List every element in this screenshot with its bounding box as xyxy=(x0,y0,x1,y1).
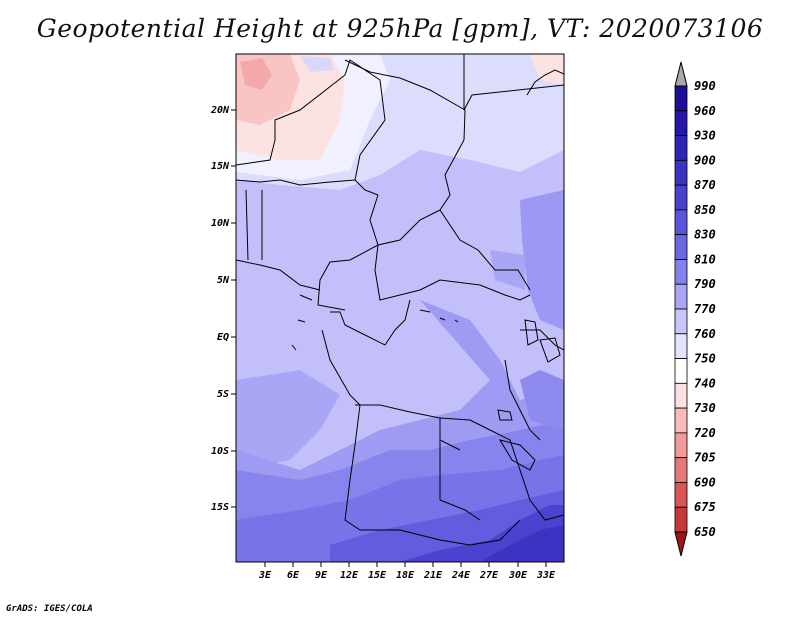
lat-label-5n: 5N xyxy=(217,275,230,286)
lat-label-20n: 20N xyxy=(210,105,230,116)
colorbar-segment xyxy=(674,283,688,310)
colorbar-label: 705 xyxy=(694,451,716,465)
colorbar-top-arrow xyxy=(674,61,688,87)
colorbar-label: 900 xyxy=(694,153,716,167)
colorbar-segment xyxy=(674,159,688,186)
colorbar-segment xyxy=(674,506,688,533)
lat-label-15n: 15N xyxy=(211,161,230,172)
colorbar-label: 810 xyxy=(694,252,716,266)
colorbar-label: 650 xyxy=(694,525,716,539)
lat-label-10s: 10S xyxy=(211,446,229,457)
lon-label-3e: 3E xyxy=(258,570,272,581)
lon-label-6e: 6E xyxy=(287,570,300,581)
lat-label-eq: EQ xyxy=(217,332,229,343)
lon-label-15e: 15E xyxy=(368,570,387,581)
lon-label-9e: 9E xyxy=(315,570,328,581)
latitude-axis xyxy=(231,109,236,508)
colorbar-segment xyxy=(674,308,688,335)
colorbar-segment xyxy=(674,482,688,508)
colorbar-label: 675 xyxy=(694,500,716,514)
map-frame xyxy=(235,53,565,563)
lon-label-30e: 30E xyxy=(508,570,528,581)
colorbar-label: 740 xyxy=(694,376,716,390)
colorbar-label: 760 xyxy=(694,327,716,341)
colorbar-label: 720 xyxy=(694,426,716,440)
lon-label-18e: 18E xyxy=(396,570,415,581)
colorbar-segment xyxy=(674,85,688,112)
colorbar-segment xyxy=(674,382,688,409)
chart-title: Geopotential Height at 925hPa [gpm], VT:… xyxy=(36,14,764,43)
grads-credit: GrADS: IGES/COLA xyxy=(6,604,93,614)
colorbar-segment xyxy=(674,333,688,359)
colorbar-bottom-arrow xyxy=(674,531,688,557)
lon-label-27e: 27E xyxy=(479,570,499,581)
map-field xyxy=(236,54,564,562)
colorbar-segment xyxy=(674,135,688,161)
lat-label-15s: 15S xyxy=(211,502,229,513)
lon-label-24e: 24E xyxy=(451,570,471,581)
colorbar-label: 990 xyxy=(694,79,716,93)
colorbar-segment xyxy=(674,259,688,285)
colorbar-segment xyxy=(674,209,688,236)
colorbar-label: 930 xyxy=(694,129,716,143)
colorbar-label: 690 xyxy=(694,475,716,489)
colorbar-segment xyxy=(674,407,688,434)
colorbar-label: 870 xyxy=(694,178,716,192)
colorbar-label: 730 xyxy=(694,401,716,415)
colorbar-label: 830 xyxy=(694,228,716,242)
colorbar-segment xyxy=(674,432,688,459)
lat-label-5s: 5S xyxy=(217,389,229,400)
lat-label-10n: 10N xyxy=(211,218,230,229)
colorbar-label: 770 xyxy=(694,302,716,316)
colorbar-label: 960 xyxy=(694,104,716,118)
colorbar-segment xyxy=(674,234,688,260)
colorbar-label: 790 xyxy=(694,277,716,291)
colorbar-segment xyxy=(674,184,688,211)
colorbar-segment xyxy=(674,457,688,483)
country-borders xyxy=(236,54,564,546)
colorbar-segment xyxy=(674,358,688,384)
colorbar-segment xyxy=(674,110,688,136)
colorbar-label: 750 xyxy=(694,352,716,366)
colorbar-label: 850 xyxy=(694,203,716,217)
lon-label-33e: 33E xyxy=(536,570,556,581)
colorbar: 990 960 930 900 870 850 830 810 790 770 760 750 740 7… xyxy=(674,61,716,557)
lon-label-21e: 21E xyxy=(423,570,443,581)
longitude-axis xyxy=(264,562,547,567)
lon-label-12e: 12E xyxy=(340,570,359,581)
